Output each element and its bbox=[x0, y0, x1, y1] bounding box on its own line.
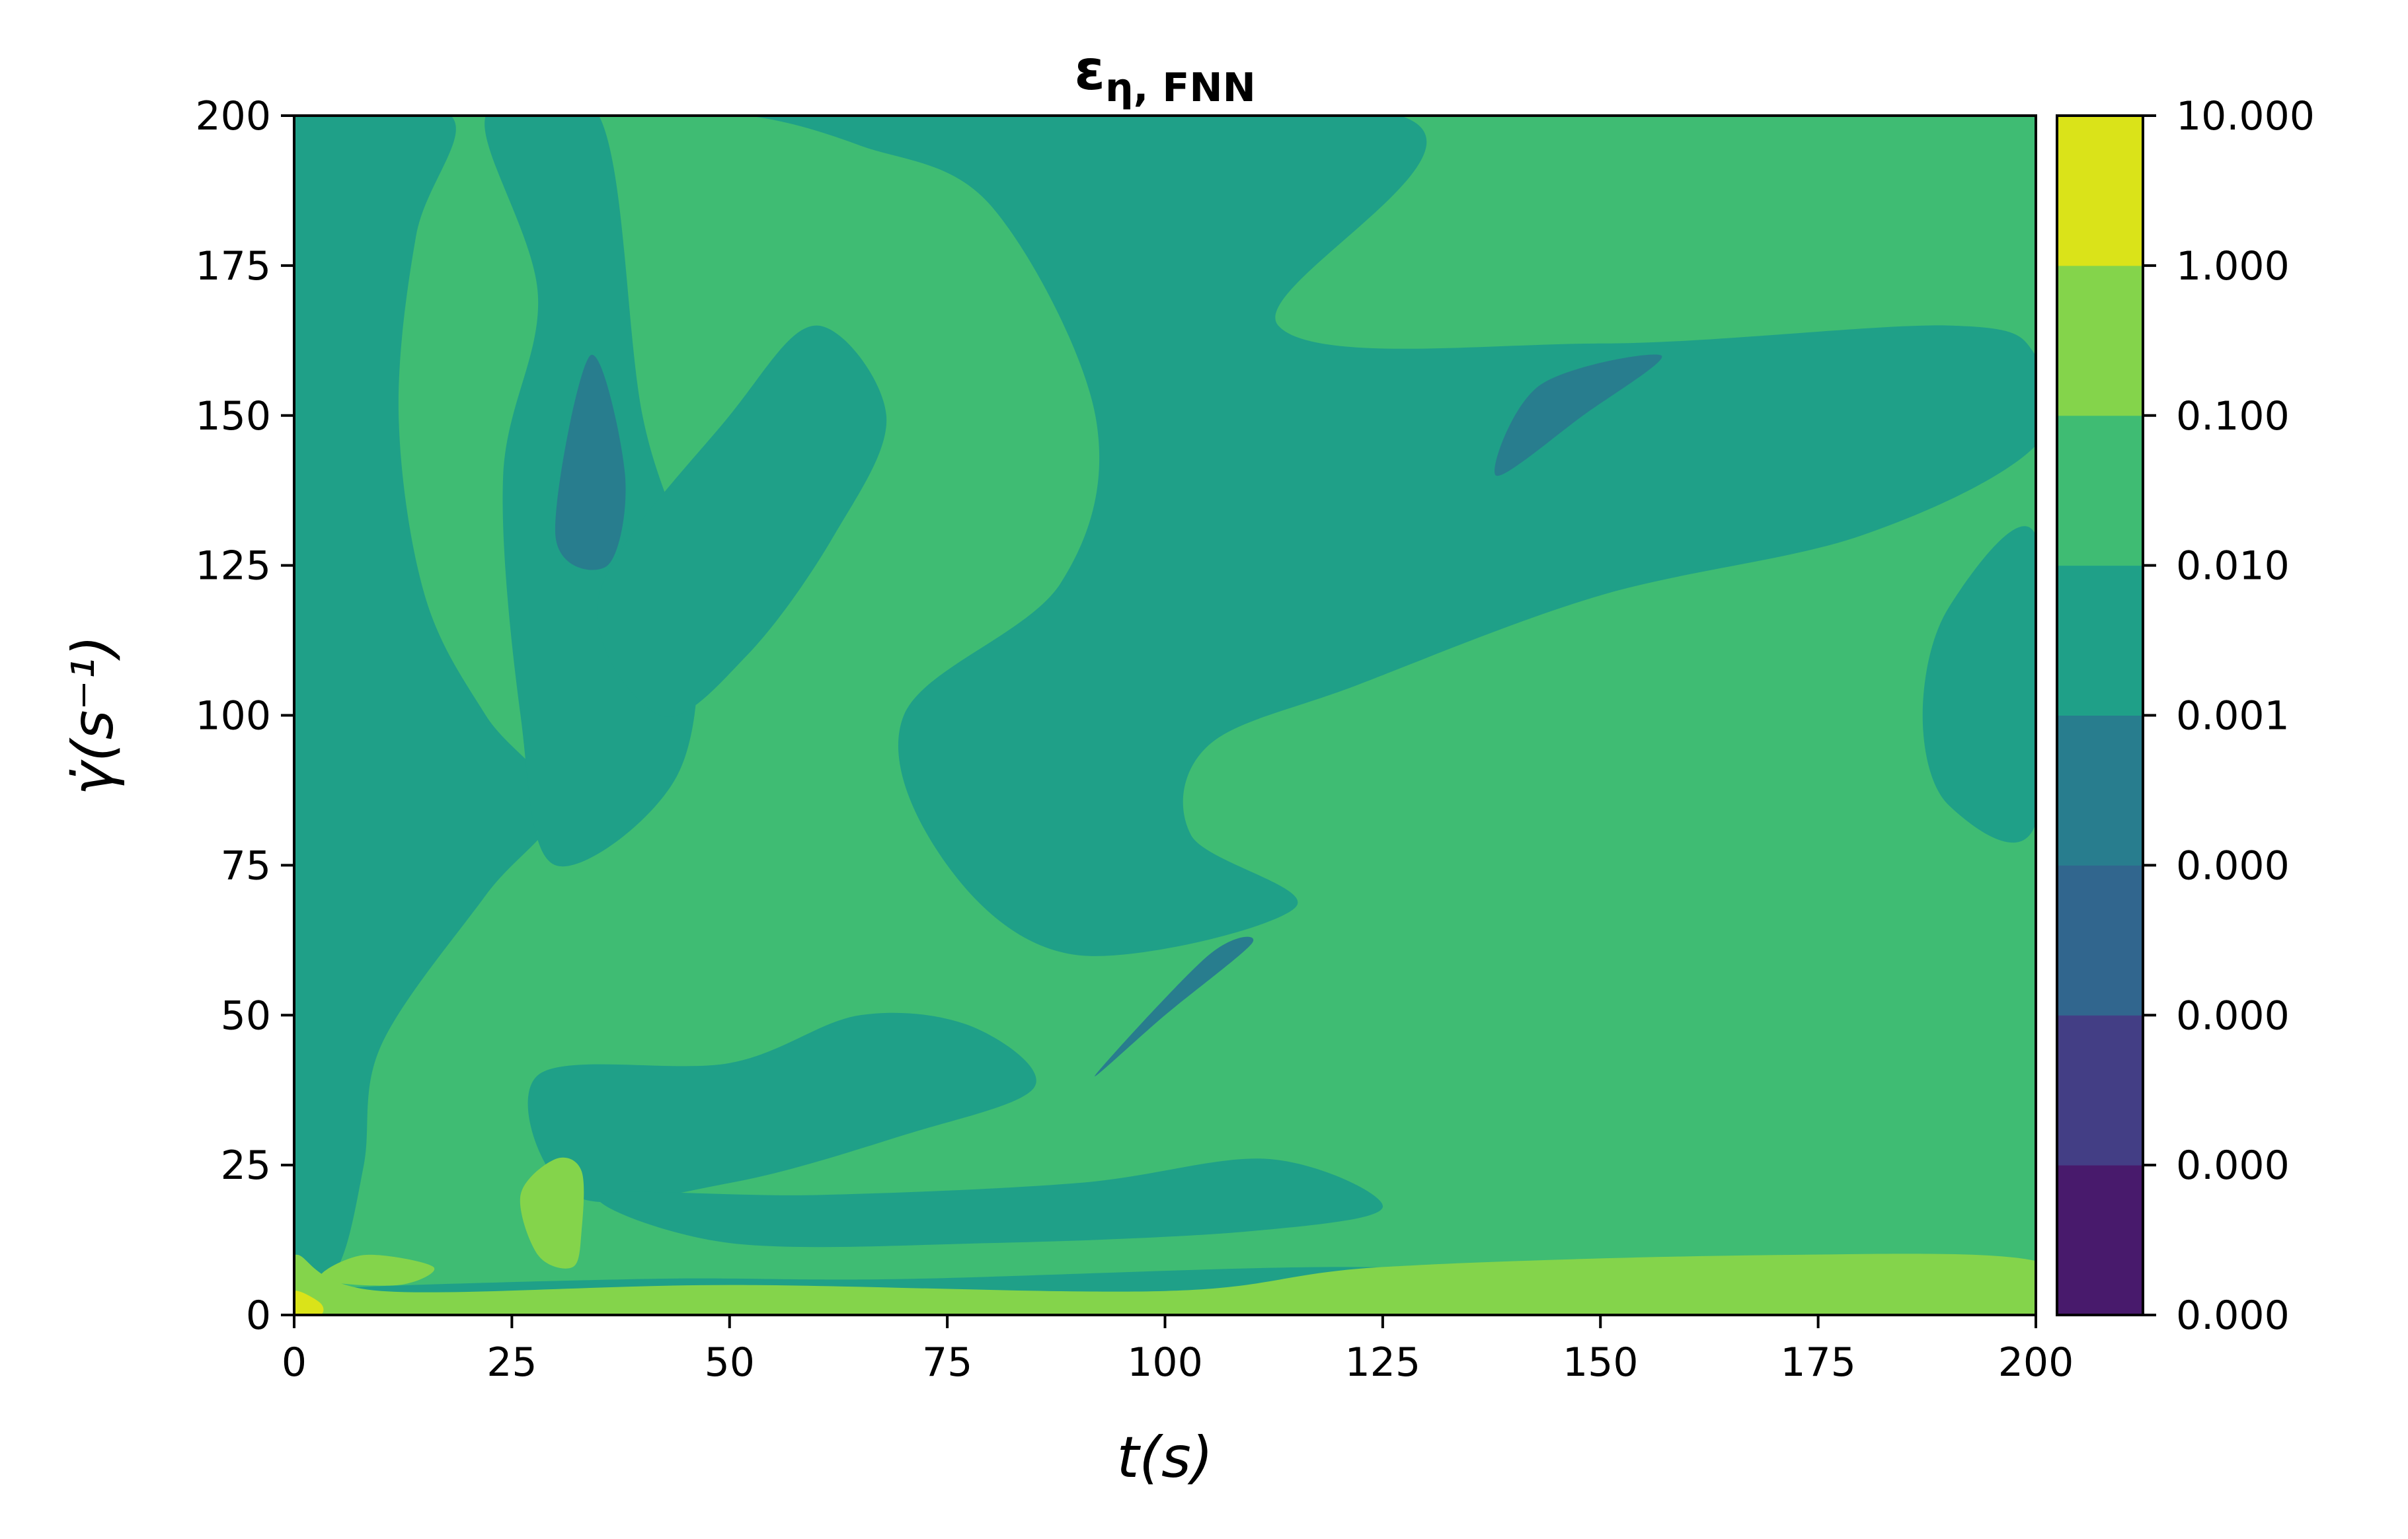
x-tick-label: 100 bbox=[1127, 1339, 1203, 1386]
contour-region-11 bbox=[555, 354, 626, 570]
contour-region-5 bbox=[527, 1012, 1036, 1203]
contour-region-9 bbox=[1495, 354, 1662, 476]
colorbar-segment bbox=[2057, 565, 2143, 716]
y-tick-label: 50 bbox=[221, 993, 271, 1039]
contour-regions bbox=[294, 116, 2036, 1315]
y-tick-label: 25 bbox=[221, 1143, 271, 1189]
colorbar-tick-label: 0.100 bbox=[2176, 393, 2290, 439]
contour-region-14 bbox=[294, 1254, 2036, 1315]
contour-region-12 bbox=[319, 1254, 435, 1286]
colorbar-segment bbox=[2057, 715, 2143, 866]
y-tick-label: 200 bbox=[195, 93, 271, 139]
x-axis-label: t(s) bbox=[1117, 1425, 1214, 1491]
colorbar-tick-label: 0.000 bbox=[2176, 993, 2290, 1039]
contour-region-15 bbox=[294, 1291, 324, 1315]
colorbar-segment bbox=[2057, 1015, 2143, 1166]
colorbar-tick-label: 0.000 bbox=[2176, 1293, 2290, 1339]
y-axis-label: γ̇(s⁻¹) bbox=[60, 635, 126, 796]
contour-region-7 bbox=[597, 1158, 1383, 1248]
colorbar-segment bbox=[2057, 265, 2143, 416]
colorbar-tick-label: 0.000 bbox=[2176, 1143, 2290, 1189]
x-tick-label: 75 bbox=[922, 1339, 972, 1386]
x-tick-label: 25 bbox=[486, 1339, 537, 1386]
colorbar-segment bbox=[2057, 865, 2143, 1016]
contour-region-13 bbox=[520, 1157, 584, 1269]
plot-area bbox=[293, 114, 2037, 1316]
colorbar: 0.000 0.000 0.000 0.000 0.001 0.010 0.100 1.000… bbox=[2056, 93, 2315, 1339]
colorbar-tick-label: 10.000 bbox=[2176, 93, 2315, 139]
y-tick-label: 75 bbox=[221, 843, 271, 889]
contour-region-1 bbox=[625, 116, 2036, 956]
colorbar-segment bbox=[2057, 415, 2143, 566]
contour-region-3 bbox=[294, 116, 556, 1315]
contour-region-2 bbox=[1922, 526, 2036, 843]
colorbar-tick-label: 0.010 bbox=[2176, 543, 2290, 589]
y-tick-label: 125 bbox=[195, 543, 271, 589]
y-tick-label: 100 bbox=[195, 693, 271, 739]
colorbar-segment bbox=[2057, 1165, 2143, 1316]
y-tick-label: 150 bbox=[195, 393, 271, 439]
x-tick-label: 50 bbox=[705, 1339, 755, 1386]
colorbar-tick-label: 0.000 bbox=[2176, 843, 2290, 889]
chart-title-subscript: η, FNN bbox=[1105, 65, 1256, 111]
chart-title: εη, FNN bbox=[1074, 38, 1256, 111]
x-tick-label: 150 bbox=[1563, 1339, 1639, 1386]
x-axis: 0 25 50 75 100 125 150 175 200 bbox=[282, 1315, 2074, 1386]
contour-region-6 bbox=[597, 325, 887, 717]
chart-title-main: ε bbox=[1074, 38, 1105, 102]
x-tick-label: 200 bbox=[1998, 1339, 2074, 1386]
y-tick-label: 175 bbox=[195, 243, 271, 289]
x-tick-label: 125 bbox=[1345, 1339, 1421, 1386]
x-tick-label: 0 bbox=[282, 1339, 307, 1386]
colorbar-tick-label: 1.000 bbox=[2176, 243, 2290, 289]
colorbar-tick-label: 0.001 bbox=[2176, 693, 2290, 739]
x-tick-label: 175 bbox=[1780, 1339, 1856, 1386]
contour-region-10 bbox=[1095, 936, 1254, 1077]
y-tick-label: 0 bbox=[246, 1293, 271, 1339]
y-axis: 0 25 50 75 100 125 150 175 200 bbox=[195, 93, 294, 1339]
colorbar-segment bbox=[2057, 116, 2143, 266]
